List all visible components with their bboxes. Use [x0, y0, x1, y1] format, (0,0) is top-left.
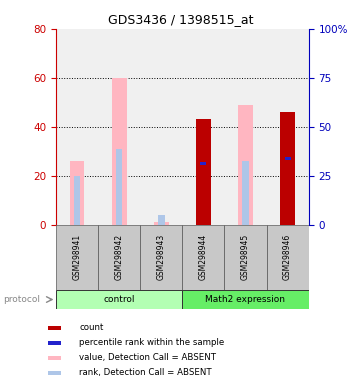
Text: Math2 expression: Math2 expression: [205, 295, 286, 304]
Bar: [98, 225, 140, 290]
Bar: [74, 176, 81, 225]
Bar: [112, 78, 126, 225]
Bar: [154, 222, 169, 225]
Text: count: count: [79, 323, 104, 332]
Bar: [56, 225, 98, 290]
Bar: [70, 161, 84, 225]
Bar: [182, 225, 225, 290]
Bar: [48, 371, 61, 375]
Bar: [116, 149, 122, 225]
Text: percentile rank within the sample: percentile rank within the sample: [79, 338, 224, 347]
Bar: [284, 155, 291, 225]
Bar: [280, 112, 295, 225]
Text: GSM298943: GSM298943: [157, 234, 166, 280]
Bar: [200, 162, 206, 165]
Bar: [158, 215, 165, 225]
Text: GSM298945: GSM298945: [241, 234, 250, 280]
Bar: [284, 157, 291, 161]
Text: GDS3436 / 1398515_at: GDS3436 / 1398515_at: [108, 13, 253, 26]
Text: protocol: protocol: [4, 295, 40, 304]
Bar: [140, 225, 182, 290]
Text: control: control: [103, 295, 135, 304]
Bar: [266, 225, 309, 290]
Bar: [182, 290, 309, 309]
Text: GSM298944: GSM298944: [199, 234, 208, 280]
Bar: [225, 225, 266, 290]
Text: GSM298941: GSM298941: [73, 234, 82, 280]
Bar: [48, 341, 61, 345]
Bar: [238, 105, 253, 225]
Bar: [200, 160, 207, 225]
Text: rank, Detection Call = ABSENT: rank, Detection Call = ABSENT: [79, 368, 212, 377]
Bar: [48, 356, 61, 360]
Bar: [196, 119, 211, 225]
Text: value, Detection Call = ABSENT: value, Detection Call = ABSENT: [79, 353, 216, 362]
Bar: [200, 162, 207, 225]
Bar: [284, 157, 291, 225]
Bar: [242, 161, 249, 225]
Text: GSM298946: GSM298946: [283, 234, 292, 280]
Bar: [48, 326, 61, 329]
Text: GSM298942: GSM298942: [115, 234, 123, 280]
Bar: [56, 290, 182, 309]
